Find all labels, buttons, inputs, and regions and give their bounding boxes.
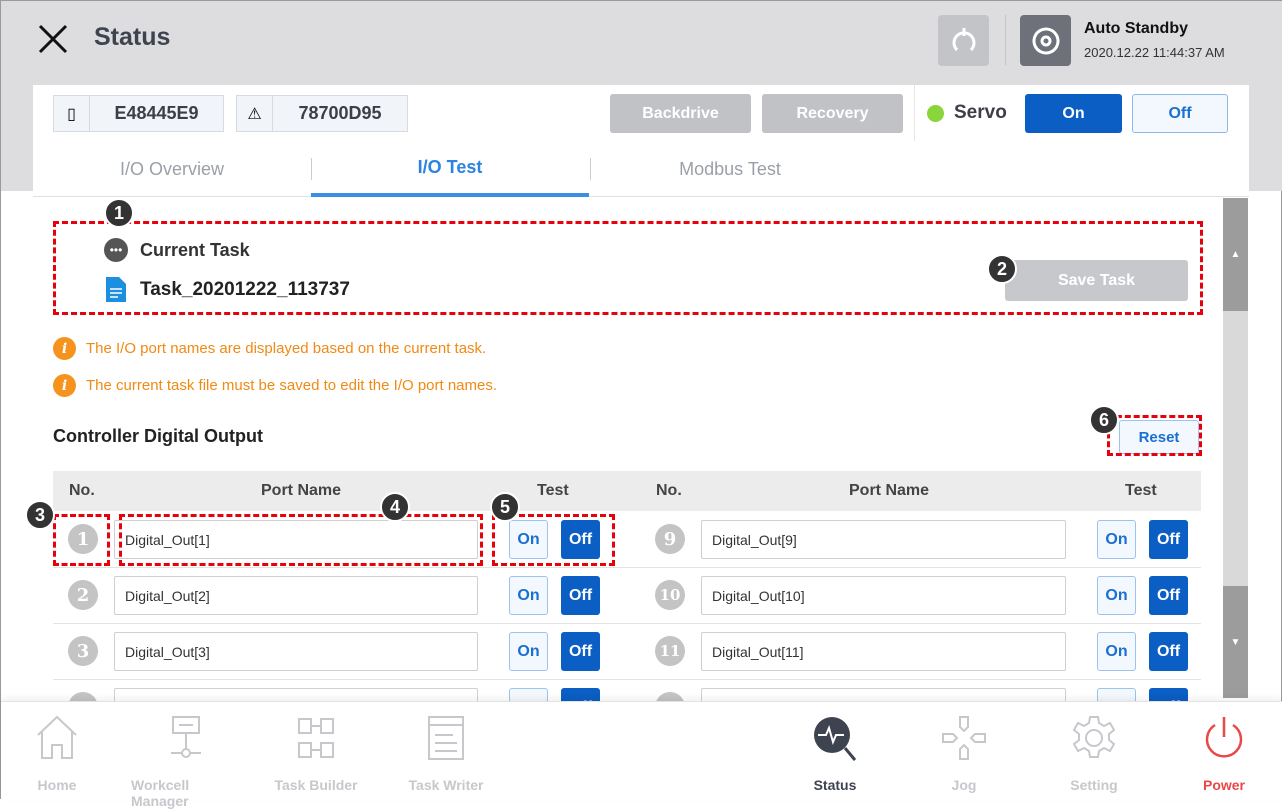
notice: i The current task file must be saved to … bbox=[53, 374, 497, 397]
annotation-badge: 4 bbox=[380, 492, 410, 522]
test-off-button[interactable]: Off bbox=[1149, 576, 1188, 615]
test-on-button[interactable]: On bbox=[509, 576, 548, 615]
task-name: Task_20201222_113737 bbox=[140, 279, 350, 300]
scroll-down-button[interactable]: ▼ bbox=[1223, 586, 1248, 698]
task-writer-icon bbox=[428, 716, 464, 760]
annotation-badge: 1 bbox=[104, 198, 134, 228]
header-port-name: Port Name bbox=[261, 482, 342, 499]
bottom-nav bbox=[1, 701, 1282, 800]
robot-mode: Auto Standby bbox=[1084, 20, 1188, 37]
servo-status-dot bbox=[927, 105, 944, 122]
annotation-box bbox=[53, 514, 110, 566]
close-icon[interactable] bbox=[37, 23, 69, 55]
nav-setting[interactable]: Setting bbox=[1039, 713, 1149, 793]
test-on-button[interactable]: On bbox=[509, 632, 548, 671]
annotation-box bbox=[53, 221, 1203, 315]
tab-io-test[interactable]: I/O Test bbox=[311, 141, 589, 197]
save-task-button[interactable]: Save Task bbox=[1005, 260, 1188, 301]
nav-power[interactable]: Power bbox=[1169, 713, 1279, 793]
divider bbox=[1005, 15, 1006, 65]
controller-icon: ▯ bbox=[54, 96, 90, 131]
annotation-box bbox=[119, 514, 483, 566]
row-divider bbox=[53, 679, 1201, 680]
jog-icon bbox=[942, 716, 986, 760]
servo-on-button[interactable]: On bbox=[1025, 94, 1122, 133]
workcell-icon bbox=[171, 716, 201, 758]
annotation-badge: 5 bbox=[490, 492, 520, 522]
row-divider bbox=[53, 567, 1201, 568]
reset-button[interactable]: Reset bbox=[1119, 420, 1199, 454]
tab-io-overview[interactable]: I/O Overview bbox=[119, 158, 225, 179]
section-title: Controller Digital Output bbox=[53, 426, 263, 446]
backdrive-button[interactable]: Backdrive bbox=[610, 94, 751, 133]
notice: i The I/O port names are displayed based … bbox=[53, 337, 486, 360]
table-header bbox=[53, 471, 1201, 511]
info-icon: i bbox=[53, 337, 76, 360]
annotation-box bbox=[492, 514, 615, 566]
port-name-input[interactable]: Digital_Out[2] bbox=[114, 576, 478, 615]
port-name-input[interactable]: Digital_Out[1] bbox=[114, 520, 478, 559]
test-on-button[interactable]: On bbox=[1097, 576, 1136, 615]
page-title: Status bbox=[94, 23, 171, 51]
more-icon: ••• bbox=[104, 238, 128, 262]
divider bbox=[311, 158, 312, 180]
gear-icon bbox=[1072, 716, 1116, 758]
annotation-badge: 3 bbox=[25, 500, 55, 530]
port-number: 2 bbox=[68, 580, 98, 610]
undo-icon bbox=[952, 27, 975, 51]
port-name-input[interactable]: Digital_Out[11] bbox=[701, 632, 1066, 671]
port-number: 10 bbox=[655, 580, 685, 610]
annotation-badge: 2 bbox=[987, 254, 1017, 284]
port-number: 1 bbox=[68, 524, 98, 554]
row-divider bbox=[53, 623, 1201, 624]
test-off-button[interactable]: Off bbox=[561, 520, 600, 559]
test-on-button[interactable]: On bbox=[1097, 632, 1136, 671]
servo-label: Servo bbox=[954, 102, 1007, 123]
header-test: Test bbox=[1125, 482, 1157, 499]
info-icon: i bbox=[53, 374, 76, 397]
header-no: No. bbox=[69, 482, 95, 499]
header-test: Test bbox=[537, 482, 569, 499]
port-name-input[interactable]: Digital_Out[10] bbox=[701, 576, 1066, 615]
header-no: No. bbox=[656, 482, 682, 499]
port-number: 3 bbox=[68, 636, 98, 666]
robot-id: ⚠ 78700D95 bbox=[236, 95, 408, 132]
nav-status[interactable]: Status bbox=[780, 713, 890, 793]
port-number: 9 bbox=[655, 524, 685, 554]
divider bbox=[914, 85, 915, 141]
nav-jog[interactable]: Jog bbox=[909, 713, 1019, 793]
test-off-button[interactable]: Off bbox=[1149, 632, 1188, 671]
recovery-button[interactable]: Recovery bbox=[762, 94, 903, 133]
header-port-name: Port Name bbox=[849, 482, 930, 499]
home-icon bbox=[37, 715, 77, 759]
nav-home[interactable]: Home bbox=[2, 713, 112, 793]
port-name-input[interactable]: Digital_Out[9] bbox=[701, 520, 1066, 559]
power-icon bbox=[1205, 717, 1243, 758]
current-task-label: Current Task bbox=[140, 240, 250, 260]
datetime: 2020.12.22 11:44:37 AM bbox=[1084, 45, 1225, 60]
port-number: 11 bbox=[655, 636, 685, 666]
robot-mode-icon bbox=[1020, 15, 1071, 66]
nav-workcell-manager[interactable]: Workcell Manager bbox=[131, 713, 241, 809]
tab-modbus-test[interactable]: Modbus Test bbox=[679, 158, 781, 179]
task-builder-icon bbox=[298, 718, 334, 758]
test-on-button[interactable]: On bbox=[509, 520, 548, 559]
servo-off-button[interactable]: Off bbox=[1132, 94, 1228, 133]
controller-id: ▯ E48445E9 bbox=[53, 95, 224, 132]
file-icon bbox=[106, 277, 126, 302]
scroll-up-button[interactable]: ▲ bbox=[1223, 198, 1248, 311]
annotation-box bbox=[1107, 415, 1202, 456]
undo-button[interactable] bbox=[938, 15, 989, 66]
divider bbox=[590, 158, 591, 180]
test-off-button[interactable]: Off bbox=[1149, 520, 1188, 559]
nav-task-builder[interactable]: Task Builder bbox=[261, 713, 371, 793]
test-off-button[interactable]: Off bbox=[561, 576, 600, 615]
port-name-input[interactable]: Digital_Out[3] bbox=[114, 632, 478, 671]
annotation-badge: 6 bbox=[1089, 405, 1119, 435]
robot-warning-icon: ⚠ bbox=[237, 96, 273, 131]
status-icon bbox=[814, 717, 857, 761]
test-off-button[interactable]: Off bbox=[561, 632, 600, 671]
test-on-button[interactable]: On bbox=[1097, 520, 1136, 559]
nav-task-writer[interactable]: Task Writer bbox=[391, 713, 501, 793]
